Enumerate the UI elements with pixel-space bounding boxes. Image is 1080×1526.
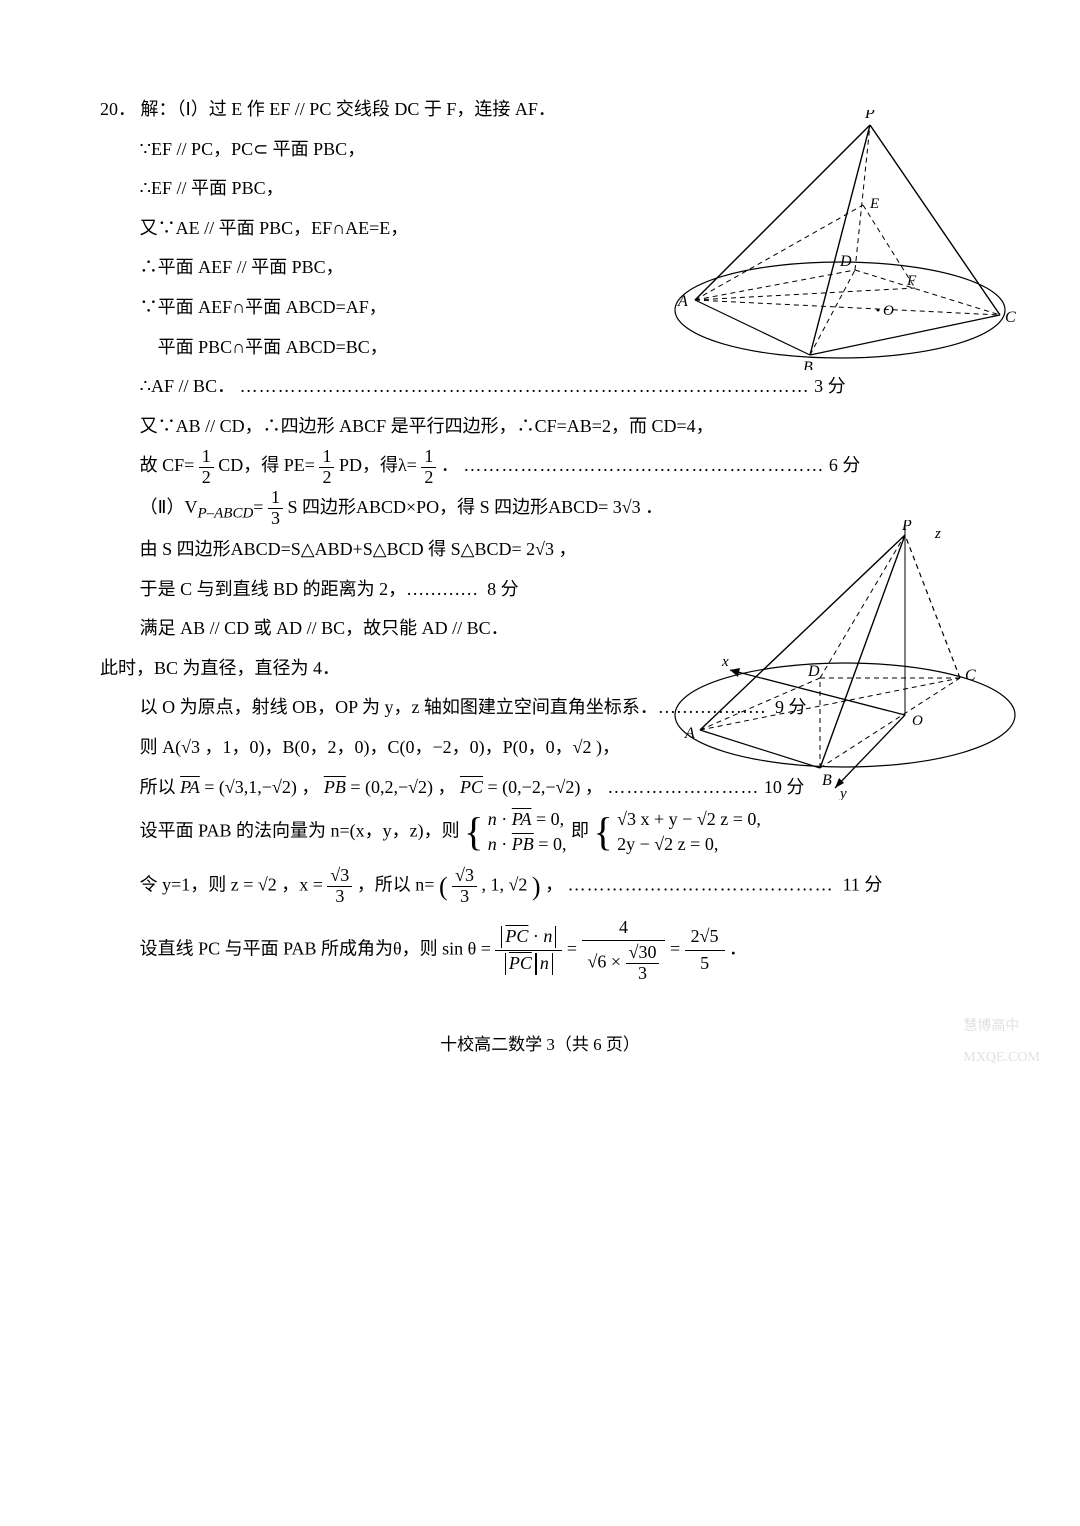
fraction: 12 xyxy=(319,447,334,488)
vector-PB: PB xyxy=(324,777,346,797)
text: = xyxy=(253,497,263,517)
watermark: 慧博高中MXQE.COM xyxy=(963,1012,1040,1074)
text: = (√3,1,−√2) ， xyxy=(200,777,320,797)
proof-line: ∴平面 AEF // 平面 PBC， xyxy=(100,248,980,288)
score-mark: 11 分 xyxy=(843,874,883,894)
coord-setup: 以 O 为原点，射线 OB，OP 为 y，z 轴如图建立空间直角坐标系．…………… xyxy=(140,697,766,717)
fraction: √33 xyxy=(327,866,352,907)
abcd-line: 又∵AB // CD，∴四边形 ABCF 是平行四边形，∴CF=AB=2，而 C… xyxy=(100,407,980,447)
score-mark: 6 分 xyxy=(829,455,861,475)
fraction: 13 xyxy=(268,488,283,529)
text: 即 xyxy=(571,821,589,841)
text: , 1, √2 xyxy=(482,874,528,894)
text: 故 CF= xyxy=(140,455,195,475)
intro-text: 解：（Ⅰ）过 E 作 EF // PC 交线段 DC 于 F，连接 AF． xyxy=(141,99,556,119)
text: = (0,2,−√2) ， xyxy=(346,777,456,797)
dot-leader: ………………………………………………… xyxy=(463,455,824,475)
system-2: √3 x + y − √2 z = 0, 2y − √2 z = 0, xyxy=(617,807,761,857)
brace-icon: { xyxy=(464,809,483,854)
area-line: 由 S 四边形ABCD=S△ABD+S△BCD 得 S△BCD= 2√3 ， xyxy=(100,530,980,570)
score-mark: 10 分 xyxy=(764,777,805,797)
proof-line: ∴EF // 平面 PBC， xyxy=(100,169,980,209)
text: = xyxy=(567,939,582,959)
text: 令 y=1，则 z = √2 ，x = xyxy=(140,874,328,894)
fraction: 12 xyxy=(421,447,436,488)
proof-line: ∴AF // BC． xyxy=(140,376,235,396)
problem-number: 20． xyxy=(100,99,136,119)
fraction: PC · n PCn xyxy=(495,924,562,976)
proof-line: ∵EF // PC，PC⊂ 平面 PBC， xyxy=(100,130,980,170)
angle-prefix: 设直线 PC 与平面 PAB 所成角为θ，则 sin θ = xyxy=(140,939,496,959)
text: ． xyxy=(441,455,459,475)
parallel-line: 满足 AB // CD 或 AD // BC，故只能 AD // BC． xyxy=(100,609,980,649)
brace-icon: { xyxy=(593,809,612,854)
text: PD，得λ= xyxy=(339,455,417,475)
dot-leader: …………………… xyxy=(607,777,759,797)
dist-line: 于是 C 与到直线 BD 的距离为 2，………… xyxy=(140,579,479,599)
text: = (0,−2,−√2) ， xyxy=(483,777,603,797)
svg-text:C: C xyxy=(1005,309,1016,326)
proof-line: 又∵AE // 平面 PBC，EF∩AE=E， xyxy=(100,209,980,249)
fraction: 4 √6 × √303 xyxy=(582,915,666,986)
text: ，所以 n= xyxy=(357,874,435,894)
points-line: 则 A(√3 ，1，0)，B(0，2，0)，C(0，−2，0)，P(0，0，√2… xyxy=(100,728,980,768)
diameter-line: 此时，BC 为直径，直径为 4． xyxy=(100,649,980,689)
normal-prefix: 设平面 PAB 的法向量为 n=(x，y，z)，则 xyxy=(140,821,460,841)
dot-leader: ……………………………………………………………………………… xyxy=(240,376,810,396)
text: 所以 xyxy=(140,777,181,797)
score-mark: 3 分 xyxy=(814,376,846,396)
system-1: n · PA = 0, n · PB = 0, xyxy=(488,807,567,857)
score-mark: 9 分 xyxy=(775,697,807,717)
dot-leader: …………………………………… xyxy=(568,874,834,894)
paren-icon: ) xyxy=(532,872,541,901)
vector-PC: PC xyxy=(460,777,483,797)
text: S 四边形ABCD×PO，得 S 四边形ABCD= 3√3 ． xyxy=(287,497,663,517)
text: CD，得 PE= xyxy=(218,455,315,475)
svg-text:P: P xyxy=(864,110,875,122)
text: （Ⅱ）V xyxy=(140,497,198,517)
text: ， xyxy=(545,874,563,894)
subscript: P–ABCD xyxy=(197,505,253,521)
fraction: 2√5 5 xyxy=(685,924,725,976)
vector-PA: PA xyxy=(180,777,200,797)
paren-icon: ( xyxy=(439,872,448,901)
text: = xyxy=(670,939,685,959)
proof-line: 平面 PBC∩平面 ABCD=BC， xyxy=(100,328,980,368)
text: ． xyxy=(729,939,747,959)
page-footer: 十校高二数学 3（共 6 页） xyxy=(100,1026,980,1063)
proof-line: ∵平面 AEF∩平面 ABCD=AF， xyxy=(100,288,980,328)
fraction: √33 xyxy=(452,866,477,907)
fraction: 12 xyxy=(199,447,214,488)
score-mark: 8 分 xyxy=(487,579,519,599)
